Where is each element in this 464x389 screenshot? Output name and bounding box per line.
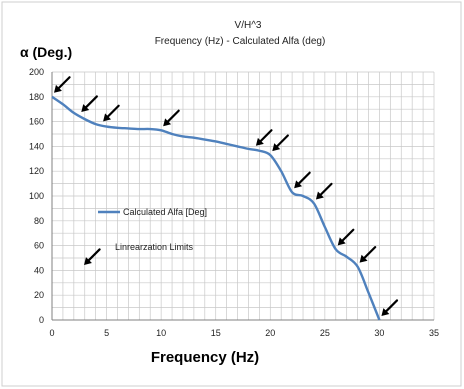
arrow-head	[381, 308, 390, 316]
arrow-shaft	[341, 228, 355, 242]
arrow-head	[81, 104, 90, 113]
x-tick-label: 15	[211, 328, 221, 338]
arrow-icon	[294, 171, 311, 189]
x-tick-label: 0	[49, 328, 54, 338]
arrow-shaft	[85, 95, 98, 109]
arrow-head	[359, 254, 368, 263]
arrow-icon	[255, 129, 273, 146]
arrow-head	[272, 143, 281, 152]
y-tick-label: 180	[29, 92, 44, 102]
arrow-head	[163, 118, 172, 127]
x-axis-label: Frequency (Hz)	[151, 349, 259, 366]
linearization-arrows	[54, 76, 399, 316]
y-tick-label: 80	[34, 216, 44, 226]
tick-labels: 0 5 10 15 20 25 30 35 0 20 40 60 80 100 120 140 160 180 20…	[29, 67, 439, 338]
arrow-icon	[381, 299, 399, 316]
arrow-shaft	[363, 246, 377, 259]
arrow-head	[103, 113, 112, 122]
arrow-shaft	[106, 104, 120, 118]
arrow-icon	[359, 246, 377, 263]
x-tick-label: 30	[374, 328, 384, 338]
series-line	[51, 95, 381, 321]
y-axis-label: α (Deg.)	[20, 44, 72, 60]
arrow-icon	[81, 95, 98, 113]
arrow-head	[315, 191, 324, 200]
arrow-shaft	[297, 171, 311, 185]
legend-arrow-icon	[84, 248, 101, 265]
arrow-icon	[103, 104, 120, 122]
legend-series-label: Calculated Alfa [Deg]	[123, 207, 207, 217]
series	[51, 95, 381, 321]
y-tick-label: 140	[29, 141, 44, 151]
legend: Calculated Alfa [Deg] Linrearzation Limi…	[84, 207, 207, 265]
chart-title: V/H^3	[235, 20, 262, 31]
arrow-icon	[315, 182, 333, 200]
grid	[51, 71, 435, 321]
y-tick-label: 160	[29, 117, 44, 127]
y-tick-label: 100	[29, 191, 44, 201]
arrow-icon	[272, 134, 289, 152]
axes	[51, 72, 434, 321]
y-tick-label: 0	[39, 315, 44, 325]
arrow-shaft	[259, 129, 273, 142]
arrow-head	[294, 180, 303, 189]
arrow-head	[54, 84, 62, 93]
arrow-shaft	[87, 248, 101, 262]
y-tick-label: 200	[29, 67, 44, 77]
x-tick-label: 35	[429, 328, 439, 338]
x-tick-label: 20	[265, 328, 275, 338]
arrow-shaft	[385, 299, 399, 313]
arrow-shaft	[276, 134, 289, 148]
y-tick-label: 40	[34, 265, 44, 275]
chart-subtitle: Frequency (Hz) - Calculated Alfa (deg)	[155, 36, 326, 47]
y-tick-label: 120	[29, 166, 44, 176]
y-tick-label: 20	[34, 290, 44, 300]
arrow-shaft	[166, 109, 180, 123]
arrow-icon	[54, 76, 71, 93]
arrow-icon	[84, 248, 101, 265]
arrow-shaft	[319, 182, 333, 196]
arrow-head	[84, 257, 92, 265]
arrow-icon	[163, 109, 180, 127]
arrow-icon	[337, 228, 355, 246]
y-tick-label: 60	[34, 241, 44, 251]
arrow-head	[255, 137, 264, 146]
x-tick-label: 10	[156, 328, 166, 338]
legend-arrow-label: Linrearzation Limits	[115, 242, 194, 252]
arrow-shaft	[57, 76, 71, 89]
x-tick-label: 25	[320, 328, 330, 338]
arrow-head	[337, 237, 346, 246]
x-tick-label: 5	[104, 328, 109, 338]
